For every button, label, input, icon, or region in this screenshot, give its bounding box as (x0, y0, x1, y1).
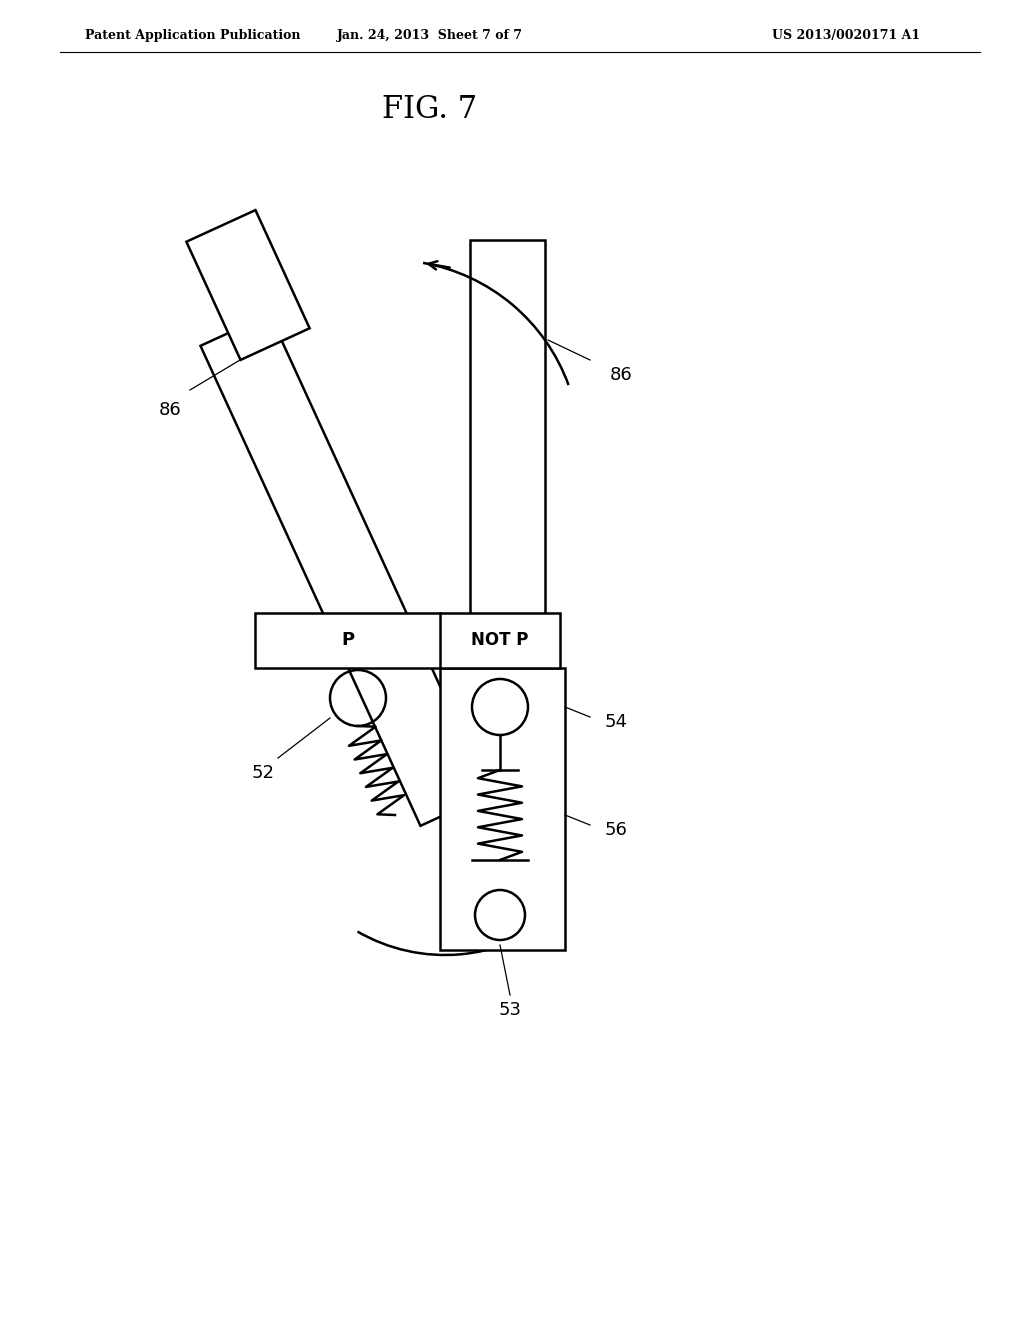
Bar (440, 668, 565, 950)
Text: Jan. 24, 2013  Sheet 7 of 7: Jan. 24, 2013 Sheet 7 of 7 (337, 29, 523, 41)
Text: US 2013/0020171 A1: US 2013/0020171 A1 (772, 29, 920, 41)
Text: 86: 86 (610, 366, 633, 384)
Text: 86: 86 (159, 401, 181, 418)
Text: NOT P: NOT P (471, 631, 528, 649)
Text: 56: 56 (605, 821, 628, 840)
Text: FIG. 7: FIG. 7 (382, 95, 477, 125)
Text: P: P (341, 631, 354, 649)
Text: Patent Application Publication: Patent Application Publication (85, 29, 300, 41)
Text: 52: 52 (252, 764, 274, 781)
Text: 54: 54 (605, 713, 628, 731)
Bar (470, 240, 545, 640)
Polygon shape (186, 210, 309, 360)
Bar (255, 612, 560, 668)
Text: 53: 53 (499, 1001, 521, 1019)
Polygon shape (201, 314, 489, 826)
